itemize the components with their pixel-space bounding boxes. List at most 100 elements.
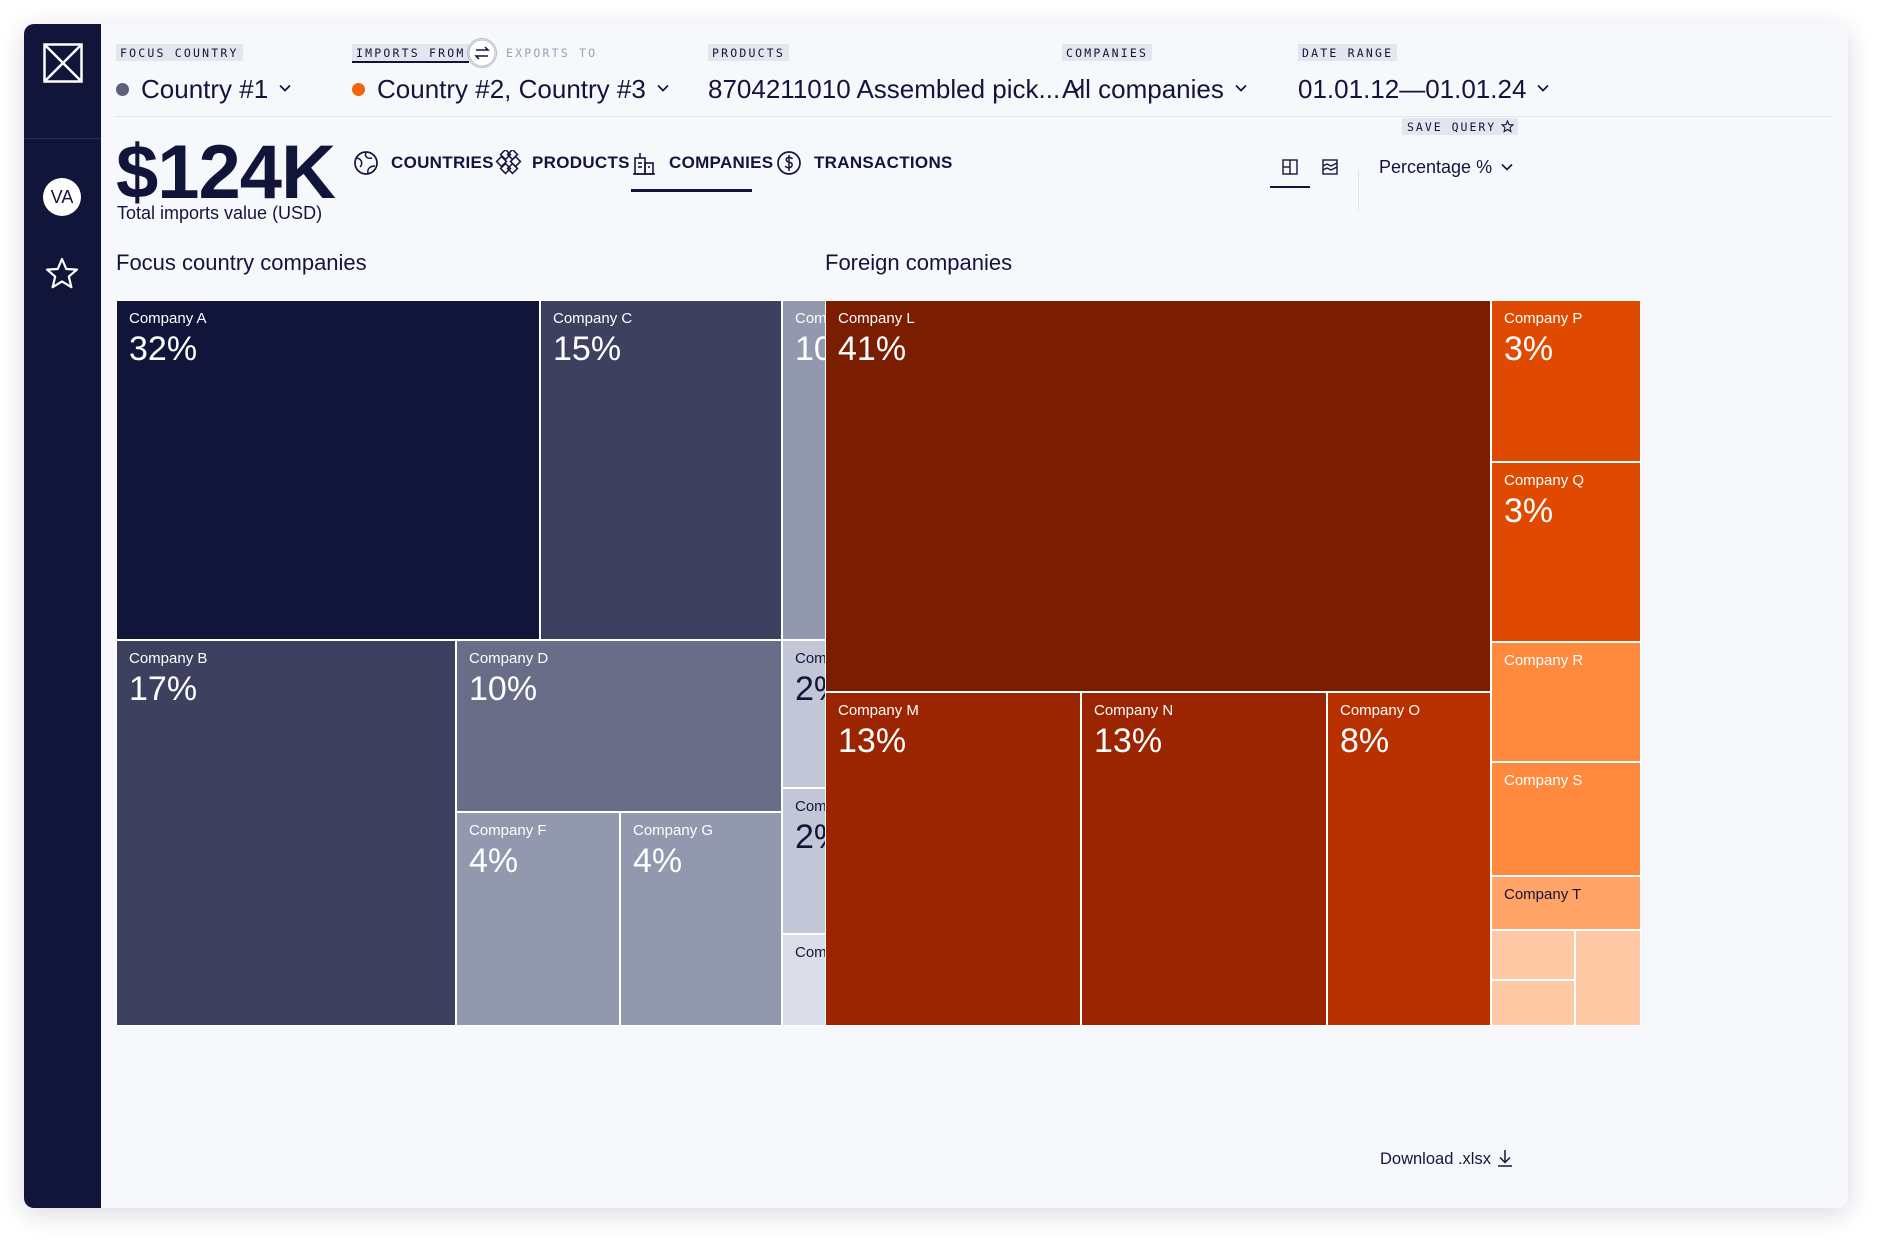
chevron-down-icon xyxy=(1235,85,1247,92)
focus-country-dot xyxy=(116,82,129,96)
star-icon[interactable] xyxy=(44,256,80,292)
tab-products[interactable]: PRODUCTS xyxy=(494,150,636,190)
treemap-icon xyxy=(1282,159,1298,175)
treemap-cell[interactable] xyxy=(1491,980,1575,1026)
company-name: Company G xyxy=(633,822,714,839)
tab-label: PRODUCTS xyxy=(532,153,630,172)
metric-select-value: Percentage % xyxy=(1379,157,1493,177)
treemap-cell[interactable]: Company N 13% xyxy=(1081,692,1327,1026)
download-xlsx-link[interactable]: Download .xlsx xyxy=(1380,1149,1513,1169)
imports-from-dot xyxy=(352,82,365,96)
company-name: Company C xyxy=(553,310,633,327)
focus-treemap: Company A32%Company C15%Company E10%Comp… xyxy=(116,300,934,1026)
treemap-cell[interactable]: Company A 32% xyxy=(116,300,540,640)
treemap-cell[interactable] xyxy=(1491,930,1575,980)
companies-select[interactable]: All companies xyxy=(1062,74,1248,104)
company-name: Company L xyxy=(838,310,915,327)
total-value: $124K xyxy=(116,130,336,215)
sidebar-divider xyxy=(24,138,101,139)
tab-countries[interactable]: COUNTRIES xyxy=(353,150,499,190)
logo-icon[interactable] xyxy=(43,43,83,83)
area-chart-view-button[interactable] xyxy=(1310,152,1350,186)
chevron-down-icon xyxy=(1071,85,1083,92)
treemap-cell[interactable] xyxy=(1575,930,1641,1026)
tab-companies[interactable]: COMPANIES xyxy=(631,150,773,192)
treemap-cell[interactable]: Company P 3% xyxy=(1491,300,1641,462)
total-value-caption: Total imports value (USD) xyxy=(117,203,323,223)
products-select[interactable]: 8704211010 Assembled pick... xyxy=(708,74,1084,104)
company-share: 8% xyxy=(1340,722,1390,760)
dollar-icon xyxy=(777,151,801,175)
save-query-button[interactable]: SAVE QUERY xyxy=(1402,118,1519,135)
treemap-cell[interactable]: Company R xyxy=(1491,642,1641,762)
focus-country-label: FOCUS COUNTRY xyxy=(116,44,243,61)
avatar[interactable]: VA xyxy=(43,178,81,216)
treemap-cell[interactable]: Company G 4% xyxy=(620,812,782,1026)
treemap-cell[interactable]: Company M 13% xyxy=(825,692,1081,1026)
company-name: Company O xyxy=(1340,702,1421,719)
company-name: Company S xyxy=(1504,772,1583,789)
company-share: 41% xyxy=(838,330,907,368)
focus-country-select[interactable]: Country #1 xyxy=(116,74,292,104)
treemap-view-button[interactable] xyxy=(1270,152,1310,188)
company-name: Company M xyxy=(838,702,919,719)
company-name: Company D xyxy=(469,650,549,667)
tab-transactions[interactable]: TRANSACTIONS xyxy=(776,150,954,190)
imports-from-select[interactable]: Country #2, Country #3 xyxy=(352,74,670,104)
swap-direction-icon[interactable] xyxy=(467,38,497,68)
date-range-label: DATE RANGE xyxy=(1298,44,1398,61)
treemap-cell[interactable]: Company T xyxy=(1491,876,1641,930)
company-name: Company T xyxy=(1504,886,1582,903)
treemap-cell[interactable]: Company L 41% xyxy=(825,300,1491,692)
treemap-cell[interactable]: Company C 15% xyxy=(540,300,782,640)
company-name: Company F xyxy=(469,822,547,839)
treemap-cell[interactable]: Company O 8% xyxy=(1327,692,1491,1026)
company-share: 3% xyxy=(1504,330,1554,368)
view-divider xyxy=(1358,170,1359,210)
chevron-down-icon xyxy=(279,85,291,92)
company-share: 13% xyxy=(1094,722,1163,760)
company-share: 15% xyxy=(553,330,622,368)
tab-label: COUNTRIES xyxy=(391,153,494,172)
treemap-cell[interactable]: Company B 17% xyxy=(116,640,456,1026)
treemap-cell[interactable]: Company D 10% xyxy=(456,640,782,812)
focus-section-title: Focus country companies xyxy=(116,250,367,275)
imports-from-tab[interactable]: IMPORTS FROM xyxy=(352,44,470,63)
company-name: Company N xyxy=(1094,702,1174,719)
company-share: 32% xyxy=(129,330,198,368)
treemap-cell[interactable]: Company Q 3% xyxy=(1491,462,1641,642)
date-range-select[interactable]: 01.01.12—01.01.24 xyxy=(1298,74,1550,104)
header-divider xyxy=(116,116,1832,117)
company-name: Company Q xyxy=(1504,472,1585,489)
company-name: Company P xyxy=(1504,310,1583,327)
foreign-treemap: Company L 41% Company P 3% Company Q 3% Compan… xyxy=(825,300,1641,1026)
company-share: 3% xyxy=(1504,492,1554,530)
products-value: 8704211010 Assembled pick... xyxy=(708,74,1061,104)
foreign-section-title: Foreign companies xyxy=(825,250,1013,275)
company-name: Company B xyxy=(129,650,208,667)
products-icon xyxy=(495,150,522,175)
date-range-value: 01.01.12—01.01.24 xyxy=(1298,74,1527,104)
treemap-cell[interactable]: Company F 4% xyxy=(456,812,620,1026)
companies-value: All companies xyxy=(1062,74,1224,104)
metric-select[interactable]: Percentage % xyxy=(1379,157,1514,178)
company-share: 10% xyxy=(469,670,538,708)
company-share: 13% xyxy=(838,722,907,760)
save-query-label: SAVE QUERY xyxy=(1407,120,1497,134)
building-icon xyxy=(633,153,655,175)
exports-to-tab[interactable]: EXPORTS TO xyxy=(506,46,598,60)
sidebar: VA xyxy=(24,24,101,1208)
area-chart-icon xyxy=(1322,159,1338,175)
app-window: VA FOCUS COUNTRY Country #1 IMPORTS FROM… xyxy=(24,24,1848,1208)
imports-from-value: Country #2, Country #3 xyxy=(377,74,646,104)
company-share: 4% xyxy=(633,842,683,880)
treemap-cell[interactable]: Company S xyxy=(1491,762,1641,876)
company-share: 17% xyxy=(129,670,198,708)
company-name: Company A xyxy=(129,310,207,327)
globe-icon xyxy=(354,151,378,175)
download-label: Download .xlsx xyxy=(1380,1150,1491,1168)
tab-label: COMPANIES xyxy=(669,153,774,172)
company-name: Company R xyxy=(1504,652,1584,669)
chevron-down-icon xyxy=(657,85,669,92)
companies-label: COMPANIES xyxy=(1062,44,1153,61)
